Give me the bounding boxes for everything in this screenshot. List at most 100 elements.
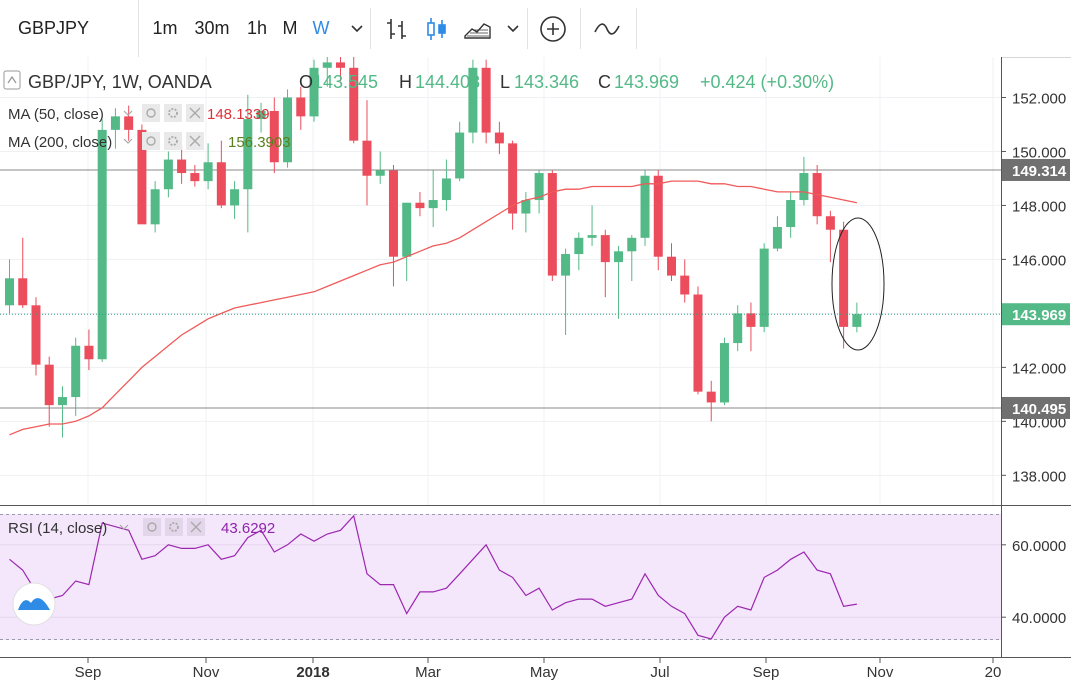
price-tick-label: 150.000 [1012, 144, 1066, 161]
chevron-down-icon[interactable] [123, 138, 133, 144]
candle-body [733, 313, 743, 344]
candle-body [468, 67, 478, 133]
legend-open-value: 143.545 [313, 72, 378, 92]
legend-close-value: 143.969 [614, 72, 679, 92]
ma50-line [9, 180, 858, 436]
circle-annotation [831, 217, 885, 351]
area-style-icon[interactable] [462, 14, 492, 44]
visibility-icon[interactable] [143, 518, 161, 536]
candle-body [640, 175, 650, 238]
candle-body [600, 235, 610, 263]
interval-1M[interactable]: M [282, 18, 298, 38]
time-axis[interactable]: Sep Nov 2018 Mar May Jul Sep Nov 20 [75, 657, 1002, 681]
candle-body [680, 275, 690, 295]
chevron-down-icon[interactable] [342, 14, 372, 44]
candle-style-icon[interactable] [422, 14, 452, 44]
candle-body [521, 200, 531, 214]
symbol-search[interactable]: GBPJPY [0, 0, 139, 57]
add-compare-icon[interactable] [538, 14, 568, 44]
candle-body [627, 237, 637, 252]
candle-body [216, 162, 226, 206]
candle-body [706, 391, 716, 403]
candle-body [97, 129, 107, 360]
interval-1W[interactable]: W [312, 18, 330, 38]
chevron-up-icon [7, 75, 17, 84]
time-tick-label: May [530, 664, 559, 681]
last-price-tag [1002, 303, 1070, 326]
rsi-scale[interactable]: 40.0000 60.0000 [1001, 538, 1066, 627]
chevron-down-icon[interactable] [498, 14, 528, 44]
settings-icon[interactable] [164, 132, 182, 150]
candle-body [44, 364, 54, 406]
level-price-tag-label: 149.314 [1012, 163, 1067, 180]
interval-1m[interactable]: 1m [152, 18, 178, 38]
time-tick-label: Nov [193, 664, 220, 681]
candle-body [71, 345, 81, 398]
candle-body [349, 67, 359, 141]
candle-body [667, 256, 676, 276]
legend-low-value: 143.346 [514, 72, 579, 92]
visibility-icon[interactable] [142, 104, 160, 122]
interval-30m[interactable]: 30m [194, 18, 230, 38]
rsi-line [9, 514, 857, 640]
settings-icon[interactable] [165, 518, 183, 536]
candle-body [283, 97, 293, 163]
time-tick-label: Mar [415, 664, 441, 681]
price-pane[interactable] [0, 57, 1001, 505]
candle-body [150, 189, 160, 225]
level-price-tag-label: 140.495 [1012, 401, 1066, 418]
bar-style-icon[interactable] [382, 14, 412, 44]
candle-body [5, 278, 14, 306]
main-legend: GBP/JPY, 1W, OANDA O 143.545 H 144.408 L… [3, 70, 834, 92]
candle-body [508, 143, 518, 214]
candle-body [269, 110, 279, 163]
candle-body [230, 189, 240, 206]
collapse-legend-icon[interactable] [3, 70, 21, 90]
legend-low-label: L [500, 72, 510, 92]
candle-body [31, 305, 41, 365]
visibility-icon[interactable] [142, 132, 160, 150]
candle-body [18, 278, 28, 306]
chevron-down-icon[interactable] [123, 110, 133, 116]
candle-body [547, 173, 557, 276]
candle-body [839, 229, 849, 327]
price-scale-tags: 149.314 140.495 143.969 [1002, 158, 1070, 419]
candle-body [825, 216, 835, 230]
candle-body [203, 162, 213, 182]
legend-high-label: H [399, 72, 412, 92]
price-scale[interactable]: 138.000140.000142.000144.000146.000148.0… [1001, 90, 1066, 485]
price-tick-label: 142.000 [1012, 360, 1066, 377]
candle-body [428, 200, 438, 209]
candle-body [163, 159, 173, 190]
legend-high-value: 144.408 [415, 72, 480, 92]
indicators-icon[interactable] [592, 14, 622, 44]
rsi-legend: RSI (14, close) 43.6292 [8, 518, 275, 537]
tradingview-logo[interactable] [12, 582, 56, 626]
rsi-grid [0, 544, 1001, 618]
last-price-tag-label: 143.969 [1012, 307, 1066, 324]
price-tick-label: 146.000 [1012, 252, 1066, 269]
candle-body [772, 227, 782, 249]
settings-icon[interactable] [164, 104, 182, 122]
candle-body [746, 313, 756, 327]
rsi-value: 43.6292 [221, 520, 275, 537]
candle-body [653, 175, 663, 257]
candle-body [110, 116, 120, 130]
interval-1h[interactable]: 1h [246, 18, 268, 38]
chevron-down-icon[interactable] [119, 524, 129, 530]
rsi-tick-label: 40.0000 [1012, 610, 1066, 627]
rsi-tick-label: 60.0000 [1012, 538, 1066, 555]
ma50-legend: MA (50, close) 148.1339 [8, 104, 270, 123]
candle-body [441, 178, 451, 201]
candle-body [336, 62, 345, 68]
price-tick-label: 138.000 [1012, 468, 1066, 485]
candle-body [494, 132, 504, 144]
candle-body [786, 200, 796, 228]
candle-body [190, 173, 200, 182]
candle-body [402, 202, 412, 257]
candle-body [614, 251, 624, 263]
candle-body [534, 173, 544, 201]
time-tick-label: Jul [650, 664, 669, 681]
chart-area[interactable]: 138.000140.000142.000144.000146.000148.0… [0, 57, 1071, 685]
candle-body [455, 132, 465, 179]
